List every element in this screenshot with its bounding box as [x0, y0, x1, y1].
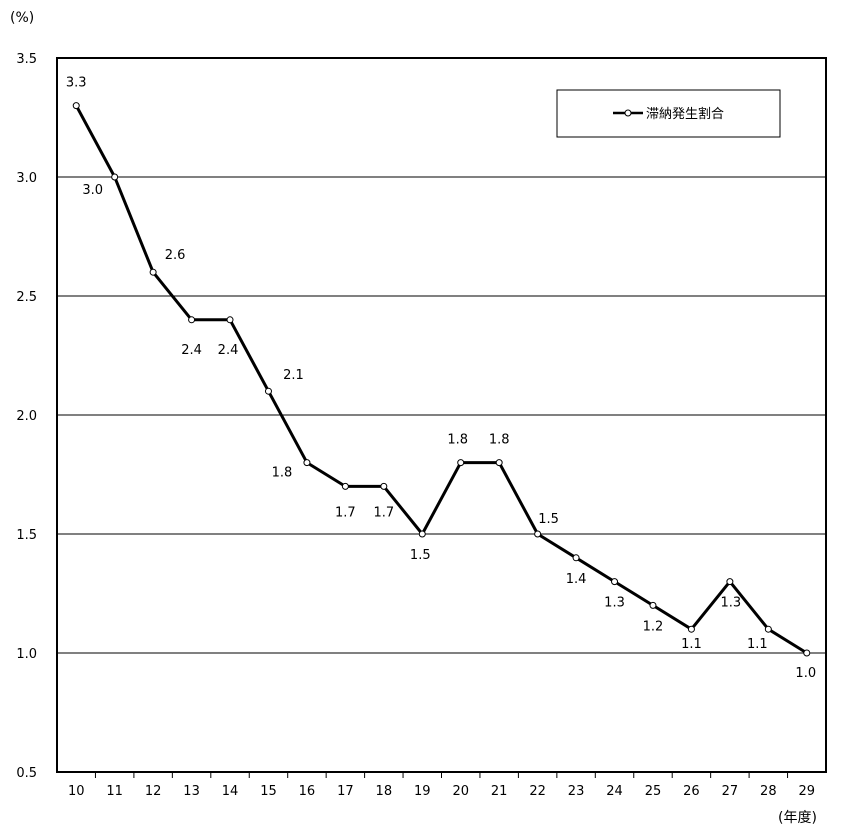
y-tick-label: 1.0: [16, 647, 37, 662]
legend-box: [556, 89, 781, 138]
x-tick-label: 14: [222, 784, 239, 799]
data-label: 1.5: [538, 512, 559, 527]
data-point: [188, 316, 196, 324]
x-tick-label: 15: [260, 784, 277, 799]
y-tick-label: 0.5: [16, 766, 37, 781]
data-point: [457, 459, 465, 467]
x-tick-label: 10: [68, 784, 85, 799]
data-point: [303, 459, 311, 467]
x-tick-label: 17: [337, 784, 354, 799]
x-tick-label: 29: [799, 784, 816, 799]
x-tick-label: 28: [760, 784, 777, 799]
data-label: 1.7: [373, 505, 394, 520]
data-label: 1.0: [795, 666, 816, 681]
data-label: 3.0: [82, 183, 103, 198]
y-tick-label: 3.5: [16, 52, 37, 67]
x-axis-ticks: 10 11 12 13 14 15 16 17 18 19 20 21 22 23 24 25 26 27 28 29: [68, 772, 815, 799]
data-label: 1.8: [272, 466, 293, 481]
y-tick-label: 1.5: [16, 528, 37, 543]
data-point: [380, 482, 388, 490]
series-line: [74, 104, 808, 655]
x-tick-label: 12: [145, 784, 162, 799]
data-label: 2.6: [165, 248, 186, 263]
x-unit-label: (年度): [778, 810, 817, 826]
data-label: 1.2: [643, 619, 664, 634]
data-label: 2.1: [283, 368, 304, 383]
x-tick-label: 18: [376, 784, 393, 799]
x-tick-label: 13: [183, 784, 200, 799]
x-tick-label: 25: [645, 784, 662, 799]
x-tick-label: 16: [299, 784, 316, 799]
data-point: [611, 578, 619, 586]
data-point: [495, 459, 503, 467]
y-axis-ticks: 0.5 1.0 1.5 2.0 2.5 3.0 3.5: [16, 52, 37, 781]
data-point: [534, 530, 542, 538]
x-tick-label: 11: [106, 784, 123, 799]
data-label: 2.4: [218, 343, 239, 358]
data-point: [149, 268, 157, 276]
data-label: 1.3: [721, 596, 742, 611]
data-label: 1.1: [681, 637, 702, 652]
data-point: [726, 578, 734, 586]
data-label: 1.4: [566, 572, 587, 587]
x-tick-label: 26: [683, 784, 700, 799]
x-tick-label: 19: [414, 784, 431, 799]
x-tick-label: 21: [491, 784, 508, 799]
y-tick-label: 3.0: [16, 171, 37, 186]
data-labels: 3.3 3.0 2.6 2.4 2.4 2.1 1.8 1.7 1.7 1.5 1.8 1.8 1.5 1…: [66, 76, 816, 681]
data-point: [111, 173, 119, 181]
data-point: [264, 387, 272, 395]
data-label: 1.5: [410, 548, 431, 563]
data-point: [418, 530, 426, 538]
legend: 滞納発生割合: [556, 89, 781, 138]
x-tick-label: 27: [722, 784, 739, 799]
y-unit-label: (%): [10, 10, 34, 26]
data-label: 1.8: [489, 433, 510, 448]
x-tick-label: 20: [452, 784, 469, 799]
data-label: 1.3: [604, 596, 625, 611]
data-label: 1.8: [447, 433, 468, 448]
data-point: [649, 601, 657, 609]
legend-label: 滞納発生割合: [646, 106, 724, 122]
y-tick-label: 2.5: [16, 290, 37, 305]
series-line-group: [72, 102, 811, 657]
data-point: [803, 649, 811, 657]
x-tick-label: 22: [529, 784, 546, 799]
data-point: [572, 554, 580, 562]
gridlines: [57, 176, 826, 654]
data-point: [341, 482, 349, 490]
data-point: [226, 316, 234, 324]
data-point: [72, 102, 80, 110]
data-label: 3.3: [66, 76, 87, 91]
legend-marker: [624, 109, 632, 117]
data-point: [764, 625, 772, 633]
data-label: 2.4: [181, 343, 202, 358]
x-tick-label: 24: [606, 784, 623, 799]
data-point: [687, 625, 695, 633]
data-label: 1.7: [335, 505, 356, 520]
y-tick-label: 2.0: [16, 409, 37, 424]
x-tick-label: 23: [568, 784, 585, 799]
data-label: 1.1: [747, 637, 768, 652]
